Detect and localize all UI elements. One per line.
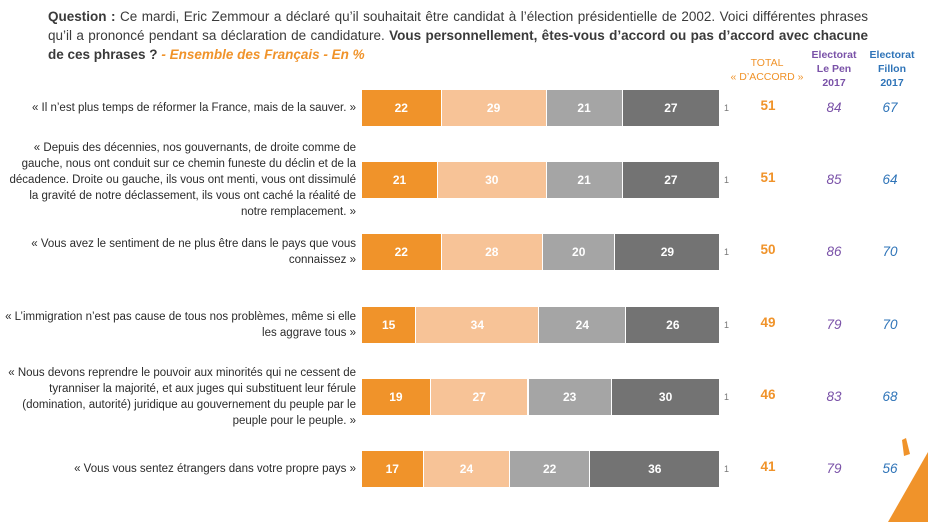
total-daccord-value: 49 [760, 315, 776, 330]
lepen-value: 85 [826, 172, 842, 187]
residual-label: 1 [724, 320, 730, 330]
lepen-value: 86 [826, 244, 842, 259]
header-fillon-line3: 2017 [880, 77, 904, 89]
bar-segment: 24 [539, 307, 626, 343]
fillon-value: 64 [882, 172, 898, 187]
header-total: TOTAL « D’ACCORD » [726, 56, 808, 84]
category-label: « Depuis des décennies, nos gouvernants,… [9, 142, 356, 218]
bar-segment: 26 [626, 307, 720, 343]
bar-segment: 27 [430, 379, 528, 415]
bar-segment: 22 [510, 451, 589, 487]
bar-segment: 22 [362, 90, 441, 126]
residual-label: 1 [724, 175, 730, 185]
header-fillon-line2: Fillon [878, 63, 906, 75]
bar-segment: 23 [528, 379, 611, 415]
header-lepen-line2: Le Pen [816, 63, 852, 75]
fillon-value: 67 [882, 100, 898, 115]
category-label: « Nous devons reprendre le pouvoir aux m… [8, 367, 356, 427]
residual-label: 1 [724, 464, 730, 474]
bar-segment: 21 [546, 162, 622, 198]
bar-segment: 21 [546, 90, 622, 126]
corner-orange-triangle [888, 452, 928, 522]
question-dash: - [157, 47, 170, 62]
bar-segment: 34 [416, 307, 539, 343]
corner-decoration [888, 438, 928, 522]
header-total-line1: TOTAL [750, 57, 784, 69]
category-label: « L’immigration n’est pas cause de tous … [5, 311, 356, 339]
bar-segment: 17 [362, 451, 423, 487]
lepen-value: 79 [826, 461, 842, 476]
bar-segment: 24 [423, 451, 510, 487]
bar-segment: 15 [362, 307, 416, 343]
fillon-value: 56 [882, 461, 898, 476]
question-prompt: Vous personnellement, êtes-vous d’accord… [48, 28, 868, 62]
total-daccord-value: 51 [760, 170, 776, 185]
category-label: « Il n’est plus temps de réformer la Fra… [31, 102, 356, 114]
bar-segment: 29 [615, 234, 720, 270]
header-fillon-line1: Electorat [869, 49, 915, 61]
total-daccord-value: 51 [760, 98, 776, 113]
fillon-value: 70 [882, 244, 898, 259]
header-lepen-line1: Electorat [811, 49, 857, 61]
bar-segment: 29 [441, 90, 546, 126]
bar-segment: 28 [441, 234, 542, 270]
question-text: Question : Ce mardi, Eric Zemmour a décl… [48, 7, 868, 64]
bar-segment: 36 [590, 451, 720, 487]
lepen-value: 79 [826, 317, 842, 332]
bar-segment: 19 [362, 379, 430, 415]
header-lepen: Electorat Le Pen 2017 [806, 48, 862, 90]
total-daccord-value: 46 [760, 387, 776, 402]
lepen-value: 83 [826, 389, 842, 404]
chart-subtitle: Ensemble des Français - En % [169, 47, 365, 62]
bar-segment: 27 [622, 162, 720, 198]
residual-label: 1 [724, 392, 730, 402]
corner-orange-mark [902, 438, 910, 456]
bar-segment: 20 [543, 234, 615, 270]
question-body: Ce mardi, Eric Zemmour a déclaré qu’il s… [48, 9, 869, 43]
category-label: « Vous avez le sentiment de ne plus être… [31, 238, 356, 266]
total-daccord-value: 50 [760, 242, 776, 257]
category-label: « Vous vous sentez étrangers dans votre … [74, 463, 356, 475]
lepen-value: 84 [826, 100, 842, 115]
total-daccord-value: 41 [760, 459, 776, 474]
residual-label: 1 [724, 103, 730, 113]
bar-segment: 30 [438, 162, 546, 198]
bar-segment: 21 [362, 162, 437, 198]
residual-label: 1 [724, 247, 730, 257]
header-lepen-line3: 2017 [822, 77, 846, 89]
bar-segment: 30 [611, 379, 720, 415]
bar-segment: 22 [362, 234, 441, 270]
bar-segment: 27 [622, 90, 720, 126]
header-total-line2: « D’ACCORD » [730, 71, 804, 83]
question-label: Question : [48, 9, 116, 24]
header-fillon: Electorat Fillon 2017 [862, 48, 922, 90]
fillon-value: 70 [882, 317, 898, 332]
fillon-value: 68 [882, 389, 898, 404]
